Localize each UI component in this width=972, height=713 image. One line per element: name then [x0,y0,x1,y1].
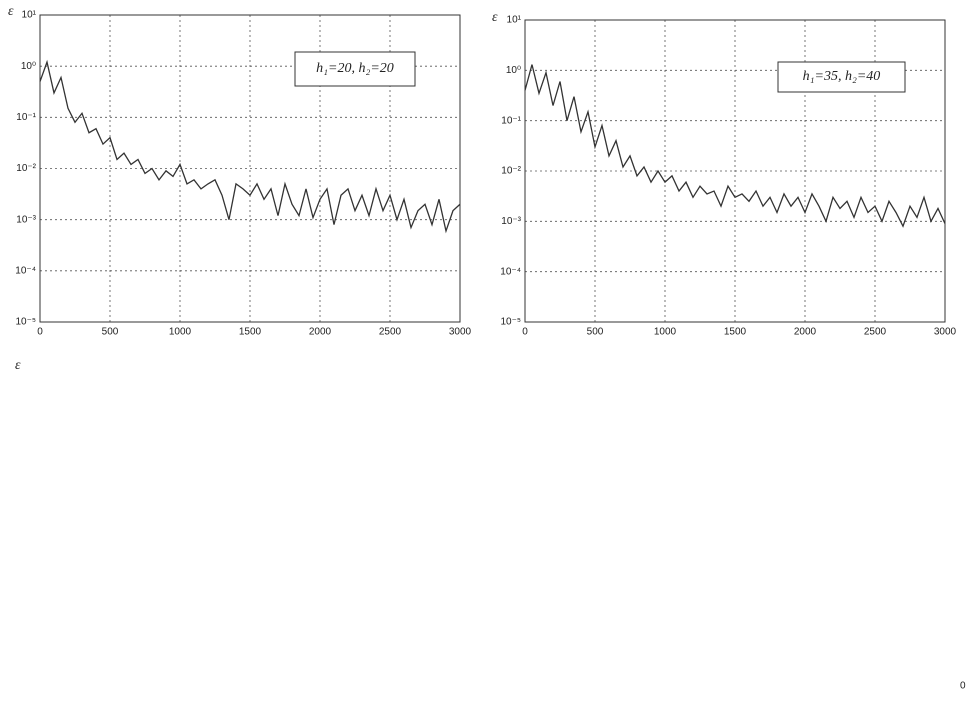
y-tick-label: 10⁻³ [501,216,521,227]
x-tick-label: 0 [37,327,43,338]
y-tick-label: 10⁻² [501,166,521,177]
y-tick-label: 10⁻⁵ [15,317,36,328]
x-tick-label: 1500 [239,327,262,338]
data-line [524,64,946,228]
y-axis-label: ε [8,4,14,19]
x-tick-label: 3000 [934,327,957,338]
data-line [39,59,461,234]
y-tick-label: 10⁻⁵ [500,317,521,328]
annotation: h₁=20, h₂=20 [316,61,394,76]
stray-label: ε [15,358,21,373]
annotation-box [777,61,906,93]
page-number: 0 [960,681,966,692]
y-tick-label: 10⁻¹ [16,112,36,123]
x-tick-label: 1000 [654,327,677,338]
y-tick-label: 10⁻¹ [501,115,521,126]
y-tick-label: 10⁻³ [16,214,36,225]
x-tick-label: 1500 [724,327,747,338]
y-tick-label: 10⁰ [21,61,36,72]
x-tick-label: 3000 [449,327,472,338]
plot-frame [39,14,461,323]
y-tick-label: 10⁻² [16,163,36,174]
y-tick-label: 10⁻⁴ [500,266,521,277]
x-tick-label: 500 [102,327,119,338]
y-tick-label: 10¹ [507,15,522,26]
x-tick-label: 1000 [169,327,192,338]
annotation: h₁=35, h₂=40 [803,69,881,84]
y-tick-label: 10⁻⁴ [15,265,36,276]
annotation-box [294,51,416,87]
x-tick-label: 0 [522,327,528,338]
y-tick-label: 10⁰ [506,65,521,76]
x-tick-label: 2000 [309,327,332,338]
x-tick-label: 500 [587,327,604,338]
x-tick-label: 2500 [379,327,402,338]
plot-frame [524,19,946,323]
x-tick-label: 2000 [794,327,817,338]
y-tick-label: 10¹ [22,10,37,21]
y-axis-label: ε [492,10,498,25]
x-tick-label: 2500 [864,327,887,338]
